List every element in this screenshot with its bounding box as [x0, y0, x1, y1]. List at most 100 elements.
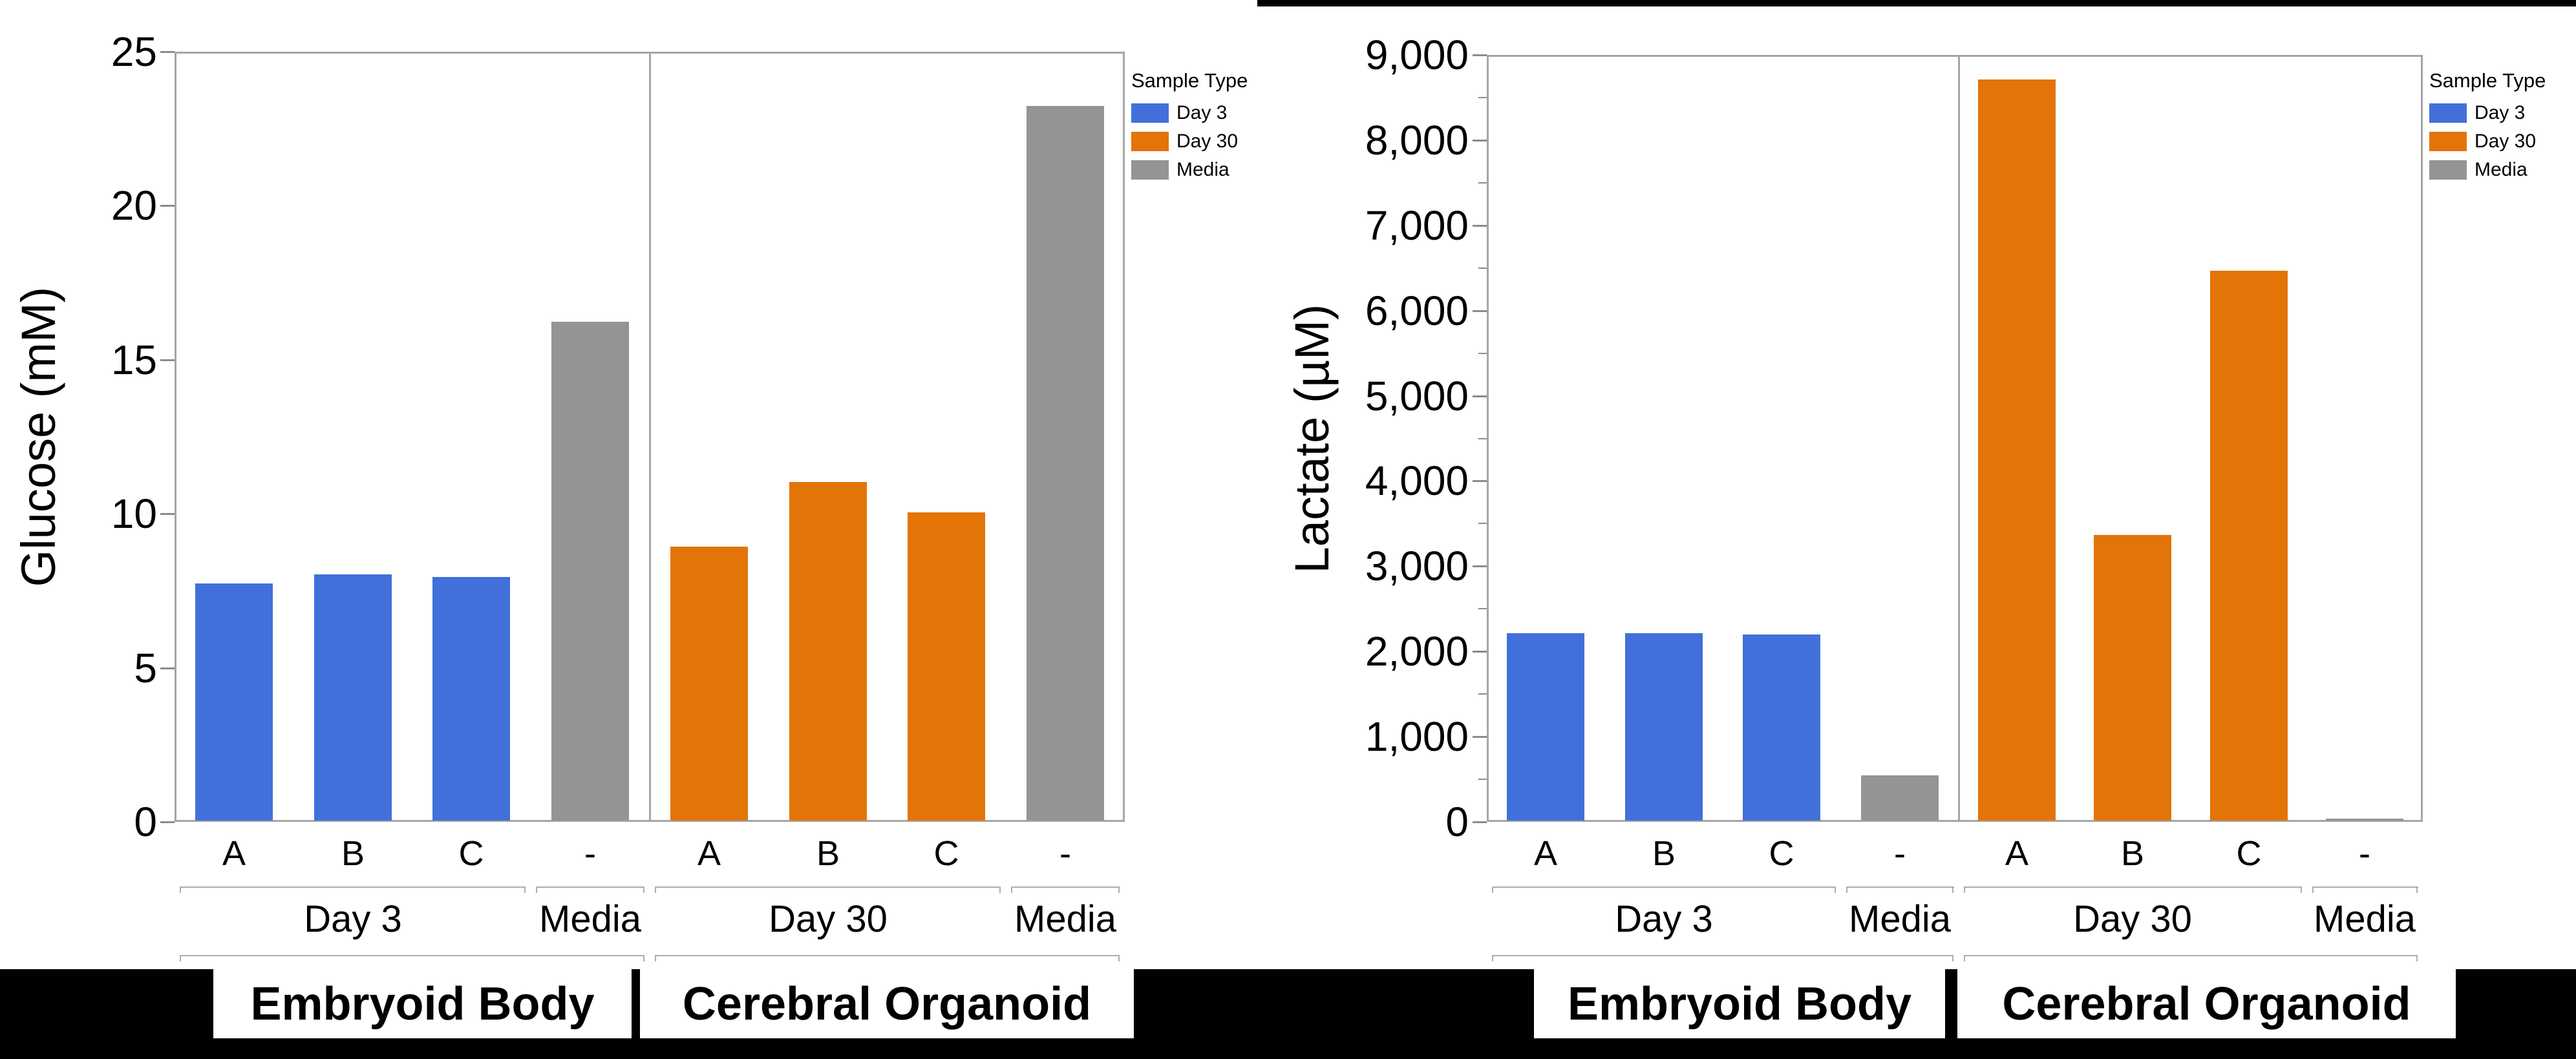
legend-swatch-media	[1131, 160, 1169, 180]
y-axis-tick	[160, 667, 175, 669]
group-bracket-end-tick	[2312, 886, 2314, 893]
group-bracket-line	[655, 955, 1120, 956]
group-bracket-end-tick	[999, 886, 1001, 893]
legend-label: Day 30	[1176, 131, 1239, 152]
y-axis-tick-label: 5	[134, 645, 157, 691]
y-axis-minor-tick	[1478, 523, 1487, 524]
y-axis-minor-tick	[1478, 182, 1487, 183]
bar-media--	[551, 322, 629, 821]
legend-swatch-day30	[1131, 132, 1169, 151]
panel-label: Cerebral Organoid	[1957, 969, 2456, 1038]
bar-day30-B	[789, 482, 867, 821]
y-axis-tick-label: 8,000	[1365, 117, 1469, 163]
bar-media--	[2326, 819, 2403, 821]
group-bracket-line	[1492, 955, 1953, 956]
group-bracket-end-tick	[2301, 886, 2302, 893]
y-axis-tick	[1473, 821, 1487, 823]
x-category-label: B	[2120, 834, 2145, 873]
y-axis-minor-tick	[1478, 693, 1487, 695]
x-category-label: A	[697, 834, 721, 873]
legend-swatch-media	[2429, 160, 2467, 180]
x-group-label: Day 30	[2073, 898, 2192, 940]
y-axis-tick	[1473, 225, 1487, 227]
x-category-label: B	[1652, 834, 1676, 873]
y-axis-tick	[1473, 736, 1487, 738]
y-axis-title: Lactate (µM)	[1285, 304, 1339, 574]
y-axis-tick-label: 7,000	[1365, 202, 1469, 249]
section-divider-line	[649, 52, 651, 822]
bar-day3-C	[432, 577, 510, 821]
x-group-label: Media	[1014, 898, 1116, 940]
group-bracket-end-tick	[1011, 886, 1012, 893]
bar-day3-A	[195, 583, 273, 821]
x-category-label: -	[584, 834, 596, 873]
bar-day30-B	[2094, 535, 2171, 821]
y-axis-tick	[1473, 140, 1487, 142]
y-axis-tick	[160, 359, 175, 361]
x-group-label: Day 30	[769, 898, 888, 940]
group-bracket-line	[2312, 886, 2418, 888]
group-bracket-line	[1964, 955, 2418, 956]
y-axis-tick	[1473, 565, 1487, 567]
y-axis-minor-tick	[1478, 779, 1487, 780]
group-bracket-end-tick	[1952, 886, 1953, 893]
group-bracket-end-tick	[1835, 886, 1836, 893]
group-bracket-end-tick	[1846, 886, 1847, 893]
group-bracket-end-tick	[1492, 955, 1493, 961]
group-bracket-end-tick	[643, 955, 644, 961]
y-axis-tick	[1473, 54, 1487, 56]
group-bracket-end-tick	[655, 886, 656, 893]
group-bracket-end-tick	[1964, 886, 1965, 893]
legend-label: Day 3	[1176, 102, 1228, 123]
y-axis-tick-label: 10	[111, 490, 157, 537]
y-axis-tick-label: 15	[111, 337, 157, 383]
bar-day30-C	[2210, 271, 2288, 821]
y-axis-tick	[160, 205, 175, 207]
x-category-label: -	[1059, 834, 1071, 873]
y-axis-minor-tick	[1478, 353, 1487, 354]
legend-label: Media	[2475, 159, 2528, 180]
top-black-band	[1257, 0, 2576, 6]
group-bracket-end-tick	[2416, 955, 2418, 961]
x-category-label: A	[1533, 834, 1558, 873]
x-category-label: -	[2359, 834, 2370, 873]
x-category-label: C	[933, 834, 959, 873]
y-axis-tick	[160, 513, 175, 515]
legend-label: Day 30	[2475, 131, 2537, 152]
group-bracket-end-tick	[180, 886, 181, 893]
y-axis-minor-tick	[1478, 608, 1487, 609]
bar-day30-A	[670, 547, 748, 821]
panel-label: Embryoid Body	[213, 969, 632, 1038]
group-bracket-line	[1964, 886, 2302, 888]
y-axis-tick	[160, 51, 175, 53]
y-axis-minor-tick	[1478, 438, 1487, 439]
bar-media--	[1027, 106, 1104, 821]
group-bracket-line	[536, 886, 644, 888]
x-category-label: A	[222, 834, 246, 873]
group-bracket-line	[180, 886, 526, 888]
x-group-label: Media	[2314, 898, 2416, 940]
group-bracket-line	[1846, 886, 1954, 888]
plot-frame	[1487, 55, 2423, 822]
panel-label: Embryoid Body	[1534, 969, 1945, 1038]
y-axis-title: Glucose (mM)	[12, 286, 65, 587]
bar-day30-A	[1978, 79, 2056, 821]
x-category-label: -	[1894, 834, 1906, 873]
section-divider-line	[1958, 55, 1960, 822]
group-bracket-end-tick	[1118, 955, 1120, 961]
legend-swatch-day30	[2429, 132, 2467, 151]
group-bracket-end-tick	[2416, 886, 2418, 893]
legend-swatch-day3	[1131, 103, 1169, 123]
y-axis-tick-label: 0	[134, 799, 157, 845]
y-axis-tick-label: 20	[111, 182, 157, 229]
legend-title: Sample Type	[1131, 69, 1248, 92]
group-bracket-line	[655, 886, 1001, 888]
x-category-label: A	[2005, 834, 2029, 873]
x-group-label: Day 3	[1615, 898, 1713, 940]
group-bracket-end-tick	[643, 886, 644, 893]
group-bracket-end-tick	[1118, 886, 1120, 893]
group-bracket-line	[1011, 886, 1120, 888]
legend-label: Day 3	[2475, 102, 2526, 123]
bar-media--	[1861, 775, 1939, 821]
